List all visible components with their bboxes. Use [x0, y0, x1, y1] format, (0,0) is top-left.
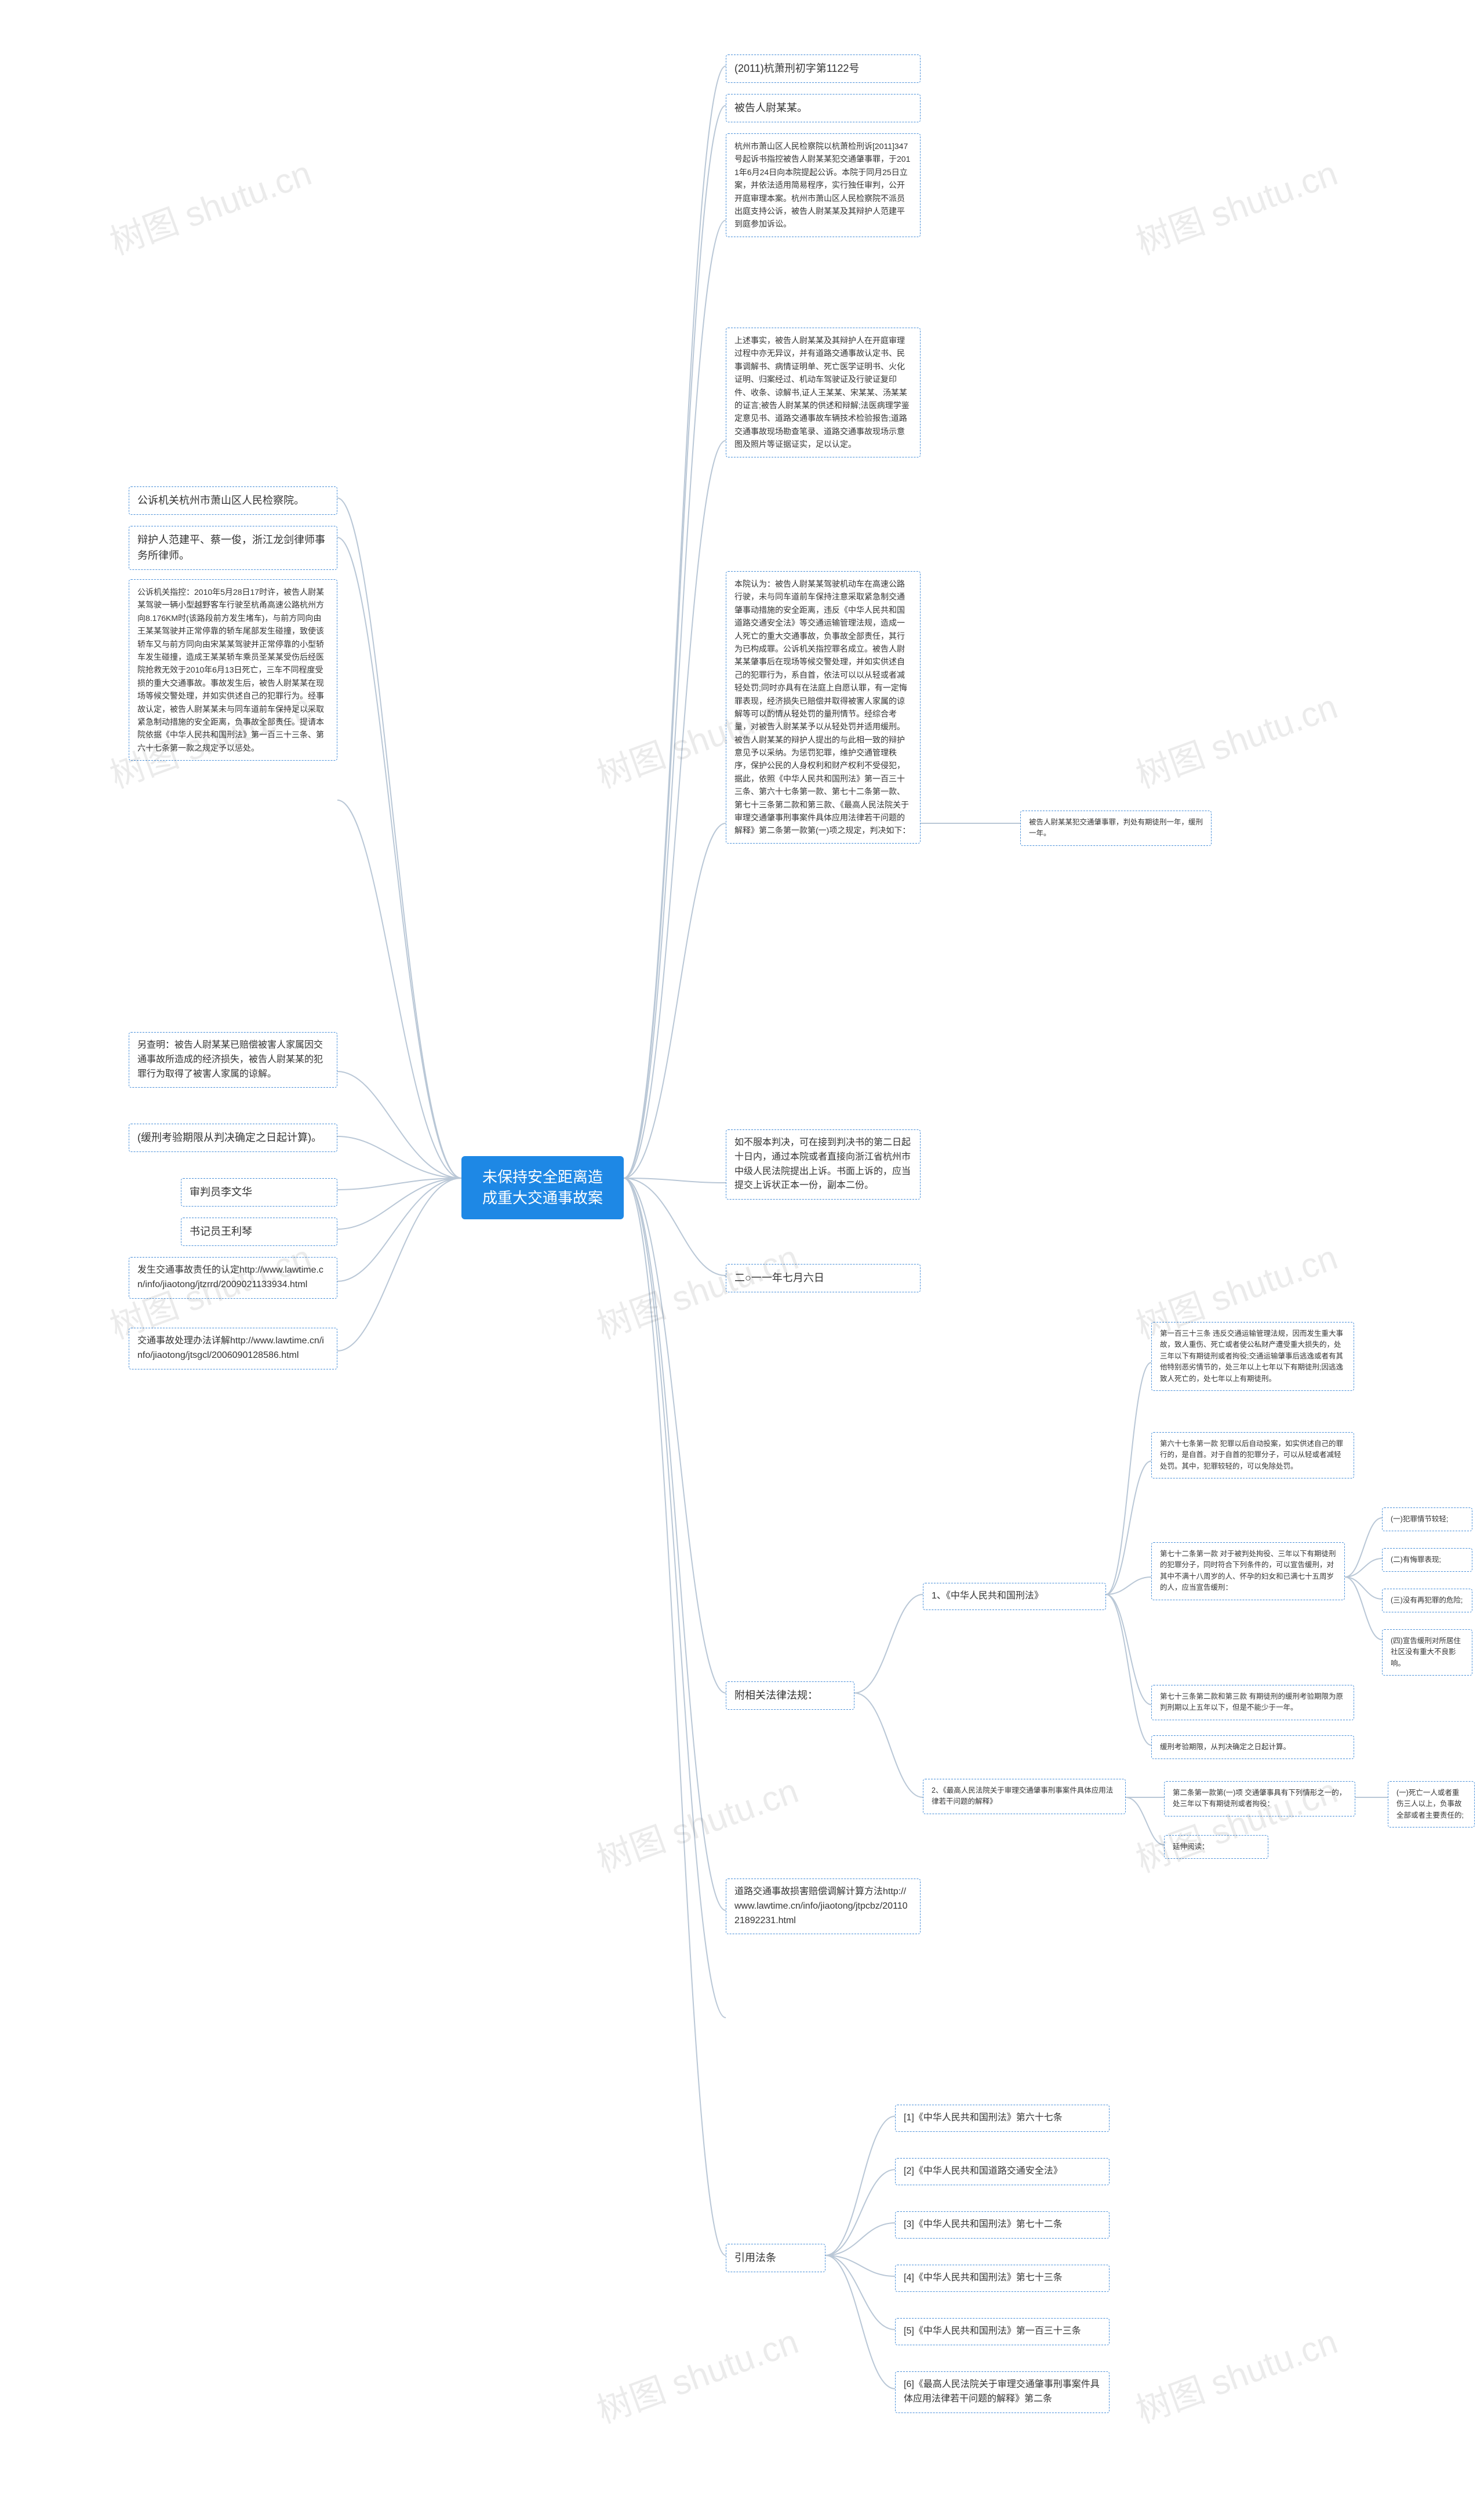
watermark: 树图 shutu.cn: [1128, 2313, 1343, 2433]
date-node: 二○一一年七月六日: [726, 1264, 921, 1292]
art72-iii-node: (三)没有再犯罪的危险;: [1382, 1589, 1472, 1612]
link2-node: 交通事故处理办法详解http://www.lawtime.cn/info/jia…: [129, 1328, 337, 1369]
cite-3-node: [3]《中华人民共和国刑法》第七十二条: [895, 2211, 1110, 2239]
watermark: 树图 shutu.cn: [589, 2313, 804, 2433]
art73-23-node: 第七十三条第二款和第三款 有期徒刑的缓刑考验期限为原判刑期以上五年以下，但是不能…: [1151, 1685, 1354, 1720]
cite-5-node: [5]《中华人民共和国刑法》第一百三十三条: [895, 2318, 1110, 2345]
cite-6-node: [6]《最高人民法院关于审理交通肇事刑事案件具体应用法律若干问题的解释》第二条: [895, 2371, 1110, 2413]
clerk-node: 书记员王利琴: [181, 1218, 337, 1246]
cite-2-node: [2]《中华人民共和国道路交通安全法》: [895, 2158, 1110, 2185]
root-node: 未保持安全距离造成重大交通事故案: [461, 1156, 624, 1219]
allegation-node: 公诉机关指控：2010年5月28日17时许，被告人尉某某驾驶一辆小型越野客车行驶…: [129, 579, 337, 761]
citations-heading-node: 引用法条: [726, 2244, 825, 2272]
art72-iv-node: (四)宣告缓刑对所居住社区没有重大不良影响。: [1382, 1629, 1472, 1676]
art72-i-node: (一)犯罪情节较轻;: [1382, 1507, 1472, 1531]
probation-note-node: (缓刑考验期限从判决确定之日起计算)。: [129, 1124, 337, 1152]
cite-1-node: [1]《中华人民共和国刑法》第六十七条: [895, 2105, 1110, 2132]
compensation-link-spacer: [726, 1994, 921, 2006]
watermark: 树图 shutu.cn: [1128, 678, 1343, 798]
art72-node: 第七十二条第一款 对于被判处拘役、三年以下有期徒刑的犯罪分子，同时符合下列条件的…: [1151, 1542, 1345, 1600]
defender-node: 辩护人范建平、蔡一俊，浙江龙剑律师事务所律师。: [129, 526, 337, 570]
extended-reading-node: 延伸阅读：: [1164, 1835, 1268, 1859]
laws-heading-node: 附相关法律法规：: [726, 1681, 854, 1710]
appeal-node: 如不服本判决，可在接到判决书的第二日起十日内，通过本院或者直接向浙江省杭州市中级…: [726, 1129, 921, 1200]
case-no-node: (2011)杭萧刑初字第1122号: [726, 55, 921, 83]
link1-node: 发生交通事故责任的认定http://www.lawtime.cn/info/ji…: [129, 1257, 337, 1299]
art133-node: 第一百三十三条 违反交通运输管理法规，因而发生重大事故，致人重伤、死亡或者使公私…: [1151, 1322, 1354, 1391]
art72-ii-node: (二)有悔罪表现;: [1382, 1548, 1472, 1572]
art67-node: 第六十七条第一款 犯罪以后自动投案，如实供述自己的罪行的，是自首。对于自首的犯罪…: [1151, 1432, 1354, 1478]
verdict-node: 被告人尉某某犯交通肇事罪，判处有期徒刑一年，缓刑一年。: [1020, 811, 1212, 846]
law-item-1-node: 1、《中华人民共和国刑法》: [923, 1583, 1106, 1610]
watermark: 树图 shutu.cn: [1128, 145, 1343, 264]
facts-node: 上述事实，被告人尉某某及其辩护人在开庭审理过程中亦无异议，并有道路交通事故认定书…: [726, 328, 921, 457]
ascertain-node: 另查明：被告人尉某某已赔偿被害人家属因交通事故所造成的经济损失，被告人尉某某的犯…: [129, 1032, 337, 1088]
art2-1-node: 第二条第一款第(一)项 交通肇事具有下列情形之一的，处三年以下有期徒刑或者拘役：: [1164, 1781, 1355, 1816]
cite-4-node: [4]《中华人民共和国刑法》第七十三条: [895, 2265, 1110, 2292]
watermark: 树图 shutu.cn: [102, 145, 317, 264]
prosecutor-node: 公诉机关杭州市萧山区人民检察院。: [129, 486, 337, 515]
defendant-node: 被告人尉某某。: [726, 94, 921, 122]
art2-1-i-node: (一)死亡一人或者重伤三人以上，负事故全部或者主要责任的;: [1388, 1781, 1475, 1828]
judge-node: 审判员李文华: [181, 1178, 337, 1207]
opinion-node: 本院认为：被告人尉某某驾驶机动车在高速公路行驶，未与同车道前车保持注意采取紧急制…: [726, 571, 921, 844]
compensation-link-node: 道路交通事故损害赔偿调解计算方法http://www.lawtime.cn/in…: [726, 1879, 921, 1934]
watermark: 树图 shutu.cn: [589, 1763, 804, 1882]
law-item-2-node: 2、《最高人民法院关于审理交通肇事刑事案件具体应用法律若干问题的解释》: [923, 1779, 1126, 1814]
procedure-node: 杭州市萧山区人民检察院以杭萧检刑诉[2011]347号起诉书指控被告人尉某某犯交…: [726, 133, 921, 237]
probation-period-node: 缓刑考验期限，从判决确定之日起计算。: [1151, 1735, 1354, 1759]
